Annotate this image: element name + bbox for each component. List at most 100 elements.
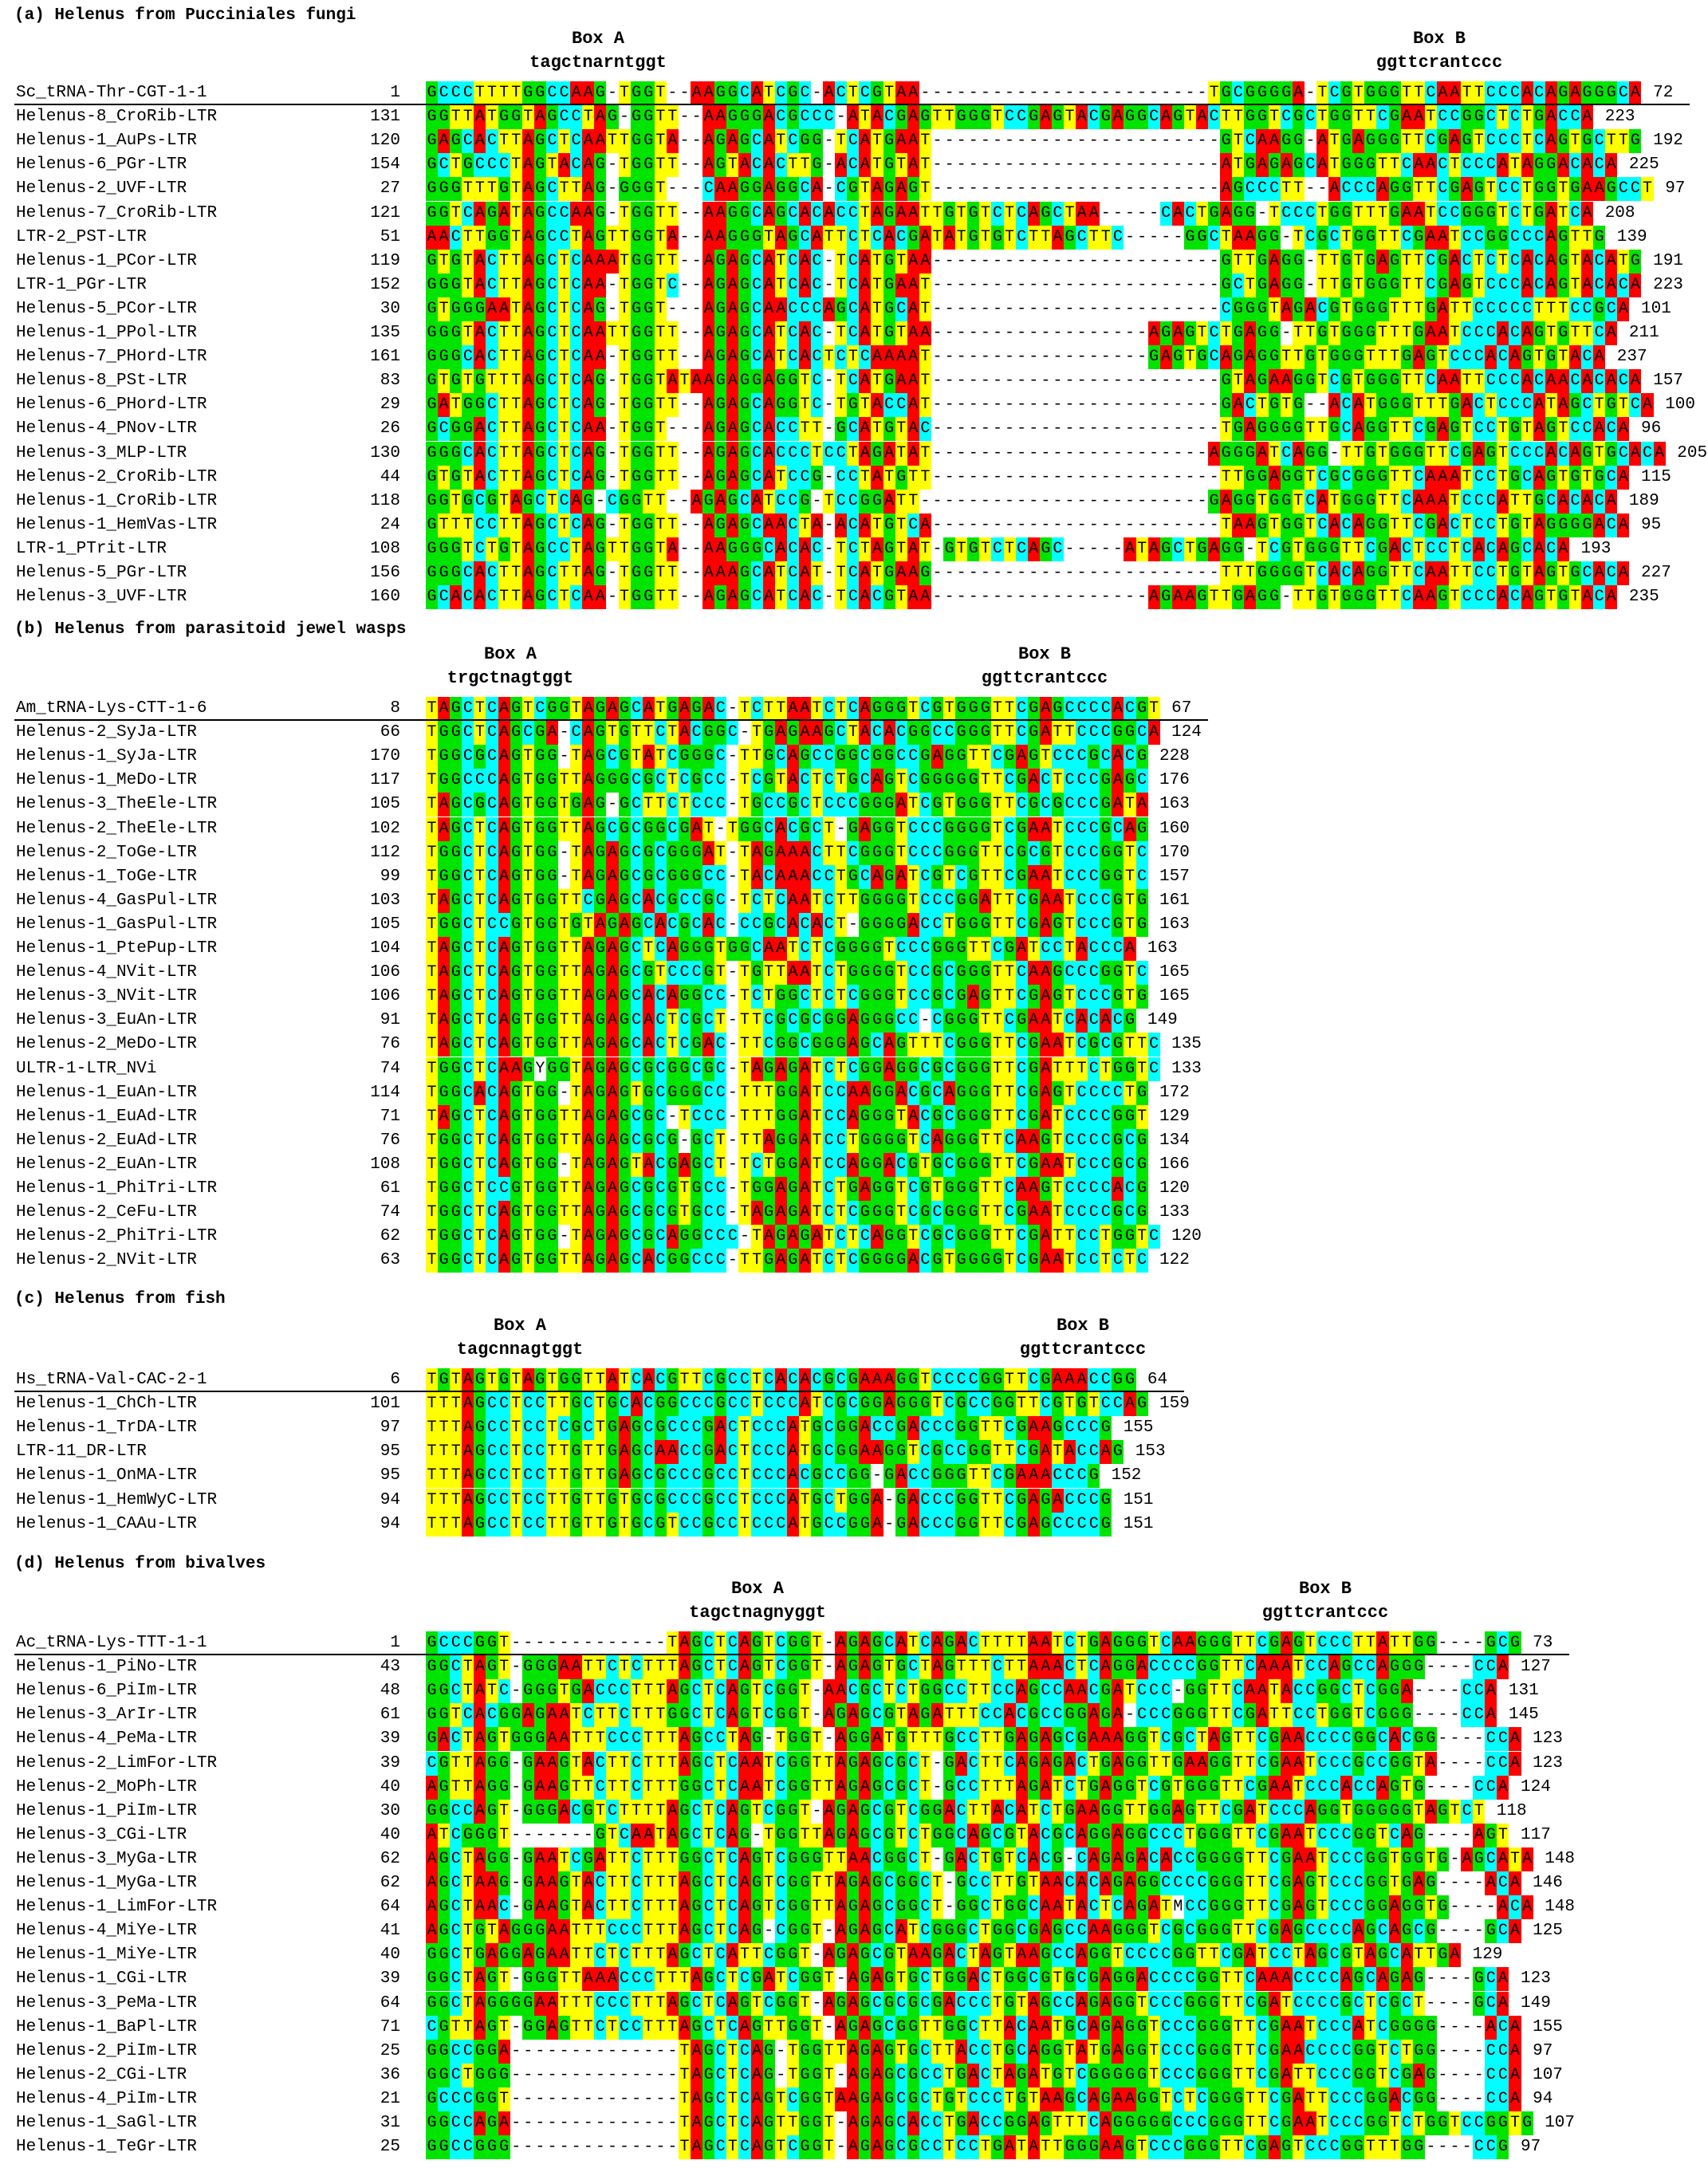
base-cell: A	[521, 561, 534, 585]
base-cell: T	[558, 1392, 571, 1417]
base-cell: C	[847, 1679, 860, 1704]
base-cell: G	[1124, 1631, 1136, 1655]
base-cell: C	[462, 721, 474, 746]
base-cell: A	[1244, 585, 1257, 610]
base-cell: G	[738, 816, 751, 841]
base-cell: C	[1100, 721, 1112, 746]
base-cell: A	[498, 1201, 510, 1226]
base-cell: A	[786, 1225, 799, 1249]
gap-cell: -	[931, 513, 944, 537]
base-cell: C	[823, 1152, 836, 1177]
base-cell: A	[859, 417, 872, 442]
base-cell: T	[1412, 369, 1425, 394]
base-cell: G	[895, 105, 907, 130]
base-cell: G	[1533, 585, 1545, 610]
gap-cell: -	[1015, 369, 1028, 394]
base-cell: A	[1485, 1679, 1497, 1704]
base-cell: T	[618, 1751, 631, 1776]
base-cell: T	[1388, 513, 1401, 537]
gap-cell: -	[991, 369, 1004, 394]
base-cell: C	[1473, 345, 1486, 370]
box-b-consensus: ggttcrantccc	[981, 668, 1108, 688]
base-cell: T	[1448, 537, 1462, 561]
base-cell: A	[774, 1056, 787, 1081]
base-cell: G	[1268, 1631, 1281, 1655]
base-cell: C	[545, 297, 559, 321]
base-cell: C	[750, 321, 763, 345]
base-cell: T	[486, 81, 498, 105]
gap-cell: -	[691, 129, 703, 154]
base-cell: G	[426, 417, 439, 442]
base-cell: G	[533, 177, 546, 202]
base-cell: A	[545, 1751, 559, 1776]
base-cell: G	[943, 1009, 956, 1033]
base-cell: C	[991, 1464, 1004, 1489]
base-cell: A	[1039, 985, 1052, 1009]
base-cell: T	[1364, 201, 1377, 226]
base-cell: A	[1039, 721, 1052, 746]
base-cell: A	[1581, 489, 1594, 513]
base-cell: G	[545, 105, 559, 130]
base-cell: C	[714, 697, 727, 721]
base-cell: G	[438, 489, 451, 513]
base-cell: G	[967, 1249, 980, 1273]
base-cell: T	[895, 585, 907, 610]
base-cell: T	[510, 1416, 522, 1441]
gap-cell: -	[1039, 393, 1052, 418]
base-cell: T	[1497, 105, 1509, 130]
base-cell: T	[738, 864, 751, 889]
base-cell: C	[486, 1201, 498, 1226]
base-cell: G	[1268, 417, 1281, 442]
base-cell: C	[750, 937, 763, 961]
base-cell: G	[762, 840, 775, 865]
base-cell: G	[1027, 697, 1040, 721]
base-cell: T	[811, 697, 824, 721]
base-cell: T	[702, 1703, 715, 1728]
base-cell: C	[702, 864, 715, 889]
base-cell: G	[510, 985, 522, 1009]
base-cell: A	[907, 393, 919, 418]
base-cell: G	[835, 1416, 848, 1441]
base-cell: G	[666, 697, 679, 721]
base-cell: G	[1328, 1679, 1341, 1704]
base-cell: C	[1088, 1080, 1100, 1105]
gap-cell: -	[1003, 393, 1016, 418]
base-cell: C	[1015, 1249, 1028, 1273]
base-cell: C	[1003, 864, 1016, 889]
base-cell: C	[786, 1009, 799, 1033]
base-cell: T	[1147, 1727, 1160, 1752]
gap-cell: -	[955, 273, 968, 297]
base-cell: G	[450, 1128, 462, 1153]
base-cell: G	[798, 1009, 811, 1033]
base-cell: T	[1485, 177, 1497, 202]
base-cell: T	[642, 793, 655, 817]
end-position: 170	[1159, 843, 1190, 862]
base-cell: T	[1340, 297, 1353, 321]
base-cell: G	[474, 1392, 486, 1417]
start-position: 106	[370, 987, 400, 1006]
base-cell: G	[919, 105, 931, 130]
gap-cell: -	[1100, 561, 1112, 585]
gap-cell: -	[1100, 417, 1112, 442]
base-cell: T	[1051, 1440, 1064, 1465]
base-cell: T	[883, 1727, 895, 1752]
base-cell: T	[582, 1775, 595, 1800]
gap-cell: -	[967, 585, 980, 610]
base-cell: C	[545, 321, 559, 345]
gap-cell: -	[726, 961, 739, 986]
base-cell: G	[1388, 1679, 1401, 1704]
gap-cell: -	[811, 489, 824, 513]
gap-cell: -	[1027, 489, 1040, 513]
base-cell: G	[1015, 864, 1028, 889]
base-cell: G	[714, 393, 727, 418]
base-cell: A	[907, 105, 919, 130]
base-cell: G	[474, 1488, 486, 1513]
base-cell: A	[498, 1080, 510, 1105]
base-cell: A	[498, 1056, 510, 1081]
base-cell: G	[1220, 273, 1233, 297]
base-cell: T	[726, 153, 739, 178]
sequence-name: Helenus-6_PiIm-LTR	[16, 1682, 197, 1701]
base-cell: A	[1629, 441, 1642, 466]
base-cell: T	[558, 321, 571, 345]
base-cell: G	[618, 489, 631, 513]
